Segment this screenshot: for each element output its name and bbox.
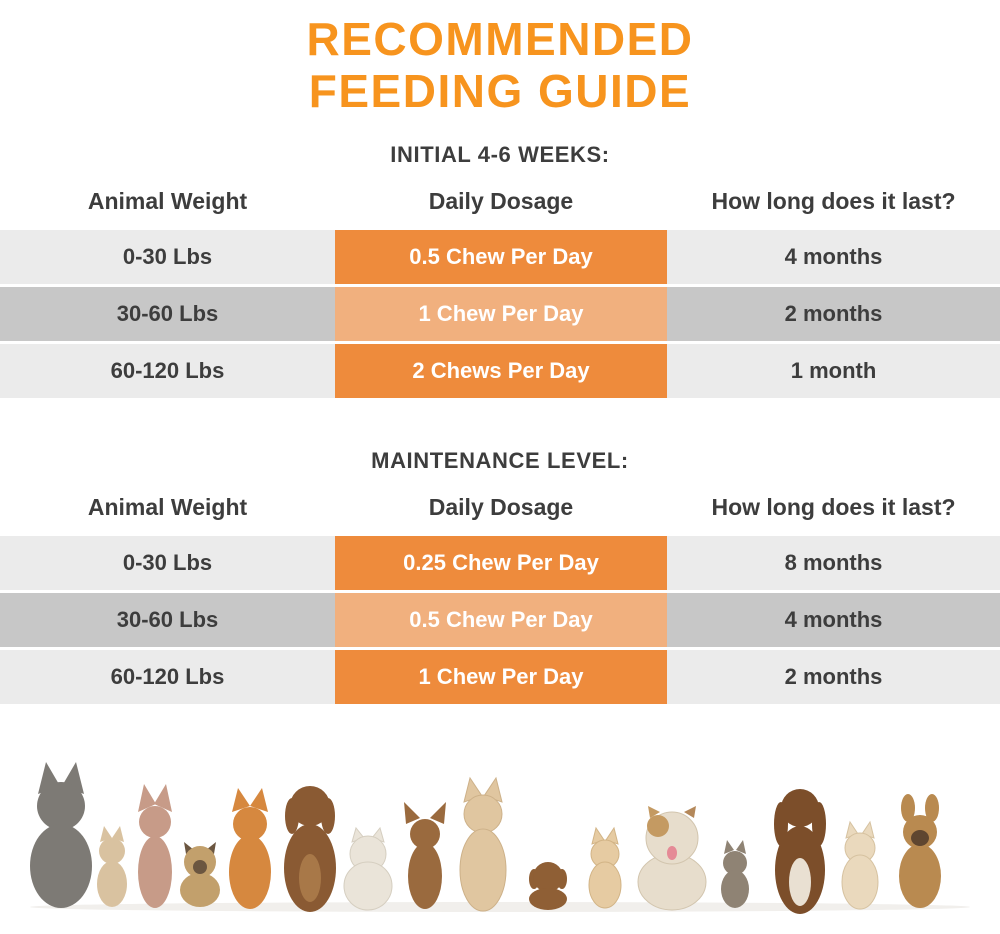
small-chihuahua-icon xyxy=(97,825,127,907)
white-cat-icon xyxy=(841,820,879,910)
table-row: 0-30 Lbs 0.25 Chew Per Day 8 months xyxy=(0,535,1000,590)
duration-cell: 2 months xyxy=(784,300,883,326)
weight-cell: 0-30 Lbs xyxy=(122,243,213,269)
column-header-animal-weight: Animal Weight xyxy=(87,493,248,520)
dosage-cell: 2 Chews Per Day xyxy=(335,343,667,398)
section-heading-maintenance: MAINTENANCE LEVEL: xyxy=(371,447,629,473)
table-header-row: Animal Weight Daily Dosage How long does… xyxy=(0,188,1000,230)
section-heading-initial: INITIAL 4-6 WEEKS: xyxy=(390,141,610,167)
french-bulldog-icon xyxy=(899,793,941,908)
table-row: 60-120 Lbs 2 Chews Per Day 1 month xyxy=(0,343,1000,398)
column-header-how-long: How long does it last? xyxy=(711,187,956,214)
duration-cell: 4 months xyxy=(784,606,883,632)
column-header-animal-weight: Animal Weight xyxy=(87,187,248,214)
cream-cat-icon xyxy=(459,776,507,912)
pets-photo-illustration xyxy=(30,761,970,914)
duration-cell: 2 months xyxy=(784,663,883,689)
cream-kitten-icon xyxy=(588,826,622,909)
dosage-cell: 0.5 Chew Per Day xyxy=(335,592,667,647)
duration-cell: 4 months xyxy=(784,243,883,269)
weight-cell: 60-120 Lbs xyxy=(110,663,225,689)
pets-photo-strip xyxy=(0,750,1000,915)
table-row: 60-120 Lbs 1 Chew Per Day 2 months xyxy=(0,649,1000,704)
pug-icon xyxy=(180,841,220,907)
table-row: 0-30 Lbs 0.5 Chew Per Day 4 months xyxy=(0,229,1000,284)
page-title-line1: RECOMMENDED xyxy=(306,13,694,65)
dosage-cell: 1 Chew Per Day xyxy=(335,286,667,341)
weight-cell: 0-30 Lbs xyxy=(122,549,213,575)
sphynx-cat-icon xyxy=(138,783,172,908)
orange-cat-icon xyxy=(229,787,271,909)
tabby-kitten-icon xyxy=(721,839,749,908)
column-header-daily-dosage: Daily Dosage xyxy=(428,187,574,214)
dosage-cell: 0.5 Chew Per Day xyxy=(335,229,667,284)
weight-cell: 30-60 Lbs xyxy=(116,300,219,326)
weight-cell: 30-60 Lbs xyxy=(116,606,219,632)
spaniel-dog-icon xyxy=(284,785,336,912)
dosage-cell: 1 Chew Per Day xyxy=(335,649,667,704)
chihuahua-icon xyxy=(404,801,446,909)
table-row: 30-60 Lbs 0.5 Chew Per Day 4 months xyxy=(0,592,1000,647)
duration-cell: 8 months xyxy=(784,549,883,575)
page-title-line2: FEEDING GUIDE xyxy=(308,64,692,117)
table-row: 30-60 Lbs 1 Chew Per Day 2 months xyxy=(0,286,1000,341)
maine-coon-cat-icon xyxy=(30,761,92,908)
dosage-cell: 0.25 Chew Per Day xyxy=(335,535,667,590)
column-header-daily-dosage: Daily Dosage xyxy=(428,493,574,520)
page-title: RECOMMENDED FEEDING GUIDE xyxy=(0,0,1000,118)
basset-hound-icon xyxy=(774,788,826,914)
table-header-row: Animal Weight Daily Dosage How long does… xyxy=(0,494,1000,536)
puppy-icon xyxy=(529,861,567,910)
duration-cell: 1 month xyxy=(790,357,877,383)
bulldog-icon xyxy=(637,805,707,911)
weight-cell: 60-120 Lbs xyxy=(110,357,225,383)
section-initial: INITIAL 4-6 WEEKS: Animal Weight Daily D… xyxy=(0,142,1000,398)
section-maintenance: MAINTENANCE LEVEL: Animal Weight Daily D… xyxy=(0,448,1000,704)
column-header-how-long: How long does it last? xyxy=(711,493,956,520)
persian-cat-icon xyxy=(343,826,393,911)
